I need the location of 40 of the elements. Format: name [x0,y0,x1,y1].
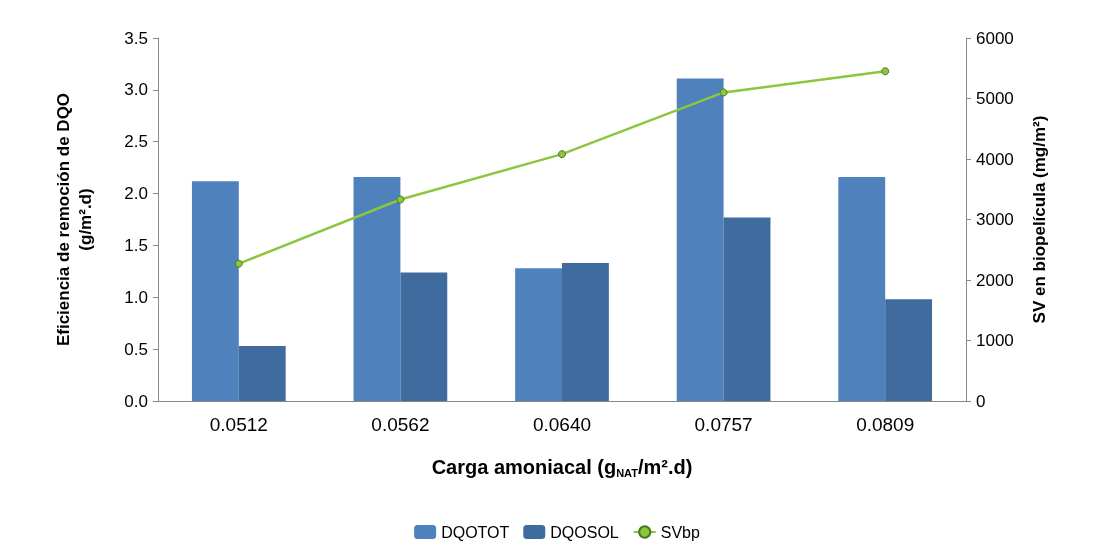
point [234,259,243,268]
y2-tick-label: 0 [976,391,986,411]
bar [723,217,771,401]
y-tick-label: 1.0 [124,287,148,307]
y-tick-label: 3.0 [124,80,148,100]
bar [400,272,448,401]
y2-axis-title: SV en biopelícula (mg/m²) [1029,115,1049,324]
point [719,88,728,97]
legend-label: DQOTOT [441,523,510,541]
bar [353,176,401,401]
bar [838,176,886,401]
bar [191,181,239,401]
y2-tick-label: 4000 [976,149,1014,169]
y2-tick-label: 3000 [976,210,1014,229]
x-tick-label: 0.0512 [209,414,268,435]
y-tick-label: 3.5 [124,28,148,48]
y-tick-label: 0.0 [124,391,148,411]
legend-label: DQOSOL [550,523,619,541]
point [558,150,566,159]
y2-tick-label: 2000 [976,270,1014,290]
y-tick-label: 2.5 [124,132,148,152]
bar [515,268,562,401]
legend-label: SVbp [660,523,700,541]
x-tick-label: 0.0562 [371,414,430,435]
bar [676,78,724,401]
y2-tick-label: 5000 [976,89,1014,108]
point [881,67,890,76]
y2-tick-label: 6000 [976,28,1014,48]
point [396,195,405,204]
bar [562,263,609,401]
y-axis-title: Eficiencia de remoción de DQO (g/m².d) [53,92,95,347]
x-tick-label: 0.0757 [694,414,753,435]
bar [238,346,286,401]
y2-tick-label: 1000 [976,331,1014,350]
bar [885,299,933,401]
x-tick-label: 0.0640 [532,414,592,435]
x-tick-label: 0.0809 [856,414,915,435]
y-tick-label: 0.5 [124,339,148,359]
y-tick-label: 1.5 [124,235,148,255]
y-tick-label: 2.0 [124,184,148,204]
